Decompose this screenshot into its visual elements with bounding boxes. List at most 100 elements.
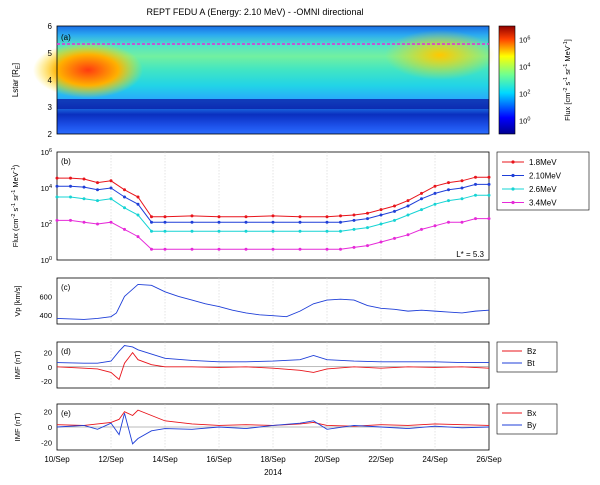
y-tick-label: 2 (48, 130, 53, 139)
series-point (271, 229, 275, 233)
series-point (271, 220, 275, 224)
series-point (487, 182, 491, 186)
series-point (150, 215, 153, 219)
legend-marker (511, 160, 515, 164)
legend-label: Bt (527, 359, 535, 368)
series-point (366, 244, 369, 248)
series-point (339, 229, 342, 233)
legend-marker (511, 173, 515, 178)
series-point (69, 184, 72, 188)
panel-d-series (56, 345, 490, 381)
panel-a: (a) 2 3 4 5 6 Lstar [RE] 100 102 104 106 Flux [… (11, 22, 572, 139)
panel-d-legend: Bz Bt (496, 341, 558, 373)
y-tick-label: 400 (39, 311, 52, 320)
series-point (339, 247, 342, 251)
panel-d-yticks: -20 0 20 (41, 349, 52, 386)
legend-box (496, 403, 558, 435)
x-tick-label: 20/Sep (314, 455, 340, 464)
series-point (163, 215, 167, 219)
series-point (420, 197, 423, 201)
series-point (136, 195, 140, 199)
legend-label: Bz (527, 347, 536, 356)
series-point (420, 191, 423, 195)
series-point (352, 213, 356, 217)
series-point (325, 229, 329, 233)
x-tick-label: 24/Sep (422, 455, 448, 464)
series-point (352, 218, 356, 222)
series-point (109, 197, 113, 201)
series-point (55, 218, 59, 222)
series-point (244, 220, 248, 224)
series-point (433, 184, 437, 188)
series-point (474, 175, 477, 179)
colorbar (498, 25, 516, 135)
panel-b-legend: 1.8MeV 2.10MeV 2.6MeV 3.4MeV (496, 151, 590, 211)
figure-title: REPT FEDU A (Energy: 2.10 MeV) - -OMNI d… (147, 7, 364, 17)
legend-label: 2.6MeV (529, 185, 557, 194)
series-point (379, 222, 383, 226)
y-tick-label: 3 (48, 103, 53, 112)
heatmap-hot-region-left (33, 42, 143, 98)
series-point (109, 220, 113, 224)
series-point (460, 179, 464, 183)
panel-b-annotation: L* = 5.3 (456, 250, 484, 259)
panel-b-series (55, 175, 491, 251)
panel-e-legend: Bx By (496, 403, 558, 435)
series-point (393, 204, 396, 208)
series-point (420, 208, 423, 212)
series-point (366, 226, 369, 230)
series-point (136, 202, 140, 206)
legend-label: 3.4MeV (529, 199, 557, 208)
series-point (271, 247, 275, 251)
series-point (406, 204, 410, 208)
series-point (82, 177, 86, 181)
series-point (474, 217, 477, 221)
series-point (190, 247, 194, 251)
series-point (217, 220, 221, 224)
series-point (325, 220, 329, 224)
series-point (406, 199, 410, 203)
series-point (447, 220, 450, 224)
y-tick-label: -20 (41, 438, 52, 447)
series-point (433, 224, 437, 228)
series-point (96, 199, 99, 203)
x-axis-ticks: 10/Sep 12/Sep 14/Sep 16/Sep 18/Sep 20/Sep 22/S… (44, 455, 502, 464)
series-point (487, 175, 491, 179)
heatmap-slot-band (57, 99, 489, 109)
x-tick-label: 14/Sep (152, 455, 178, 464)
x-tick-label: 26/Sep (476, 455, 502, 464)
series-point (298, 229, 302, 233)
colorbar-label: Flux [cm-2 s-1 sr-1 MeV-1] (563, 39, 572, 121)
x-tick-label: 16/Sep (206, 455, 232, 464)
series-point (136, 213, 140, 217)
series-point (325, 215, 329, 219)
series-point (150, 220, 153, 224)
series-point (325, 247, 329, 251)
y-tick-label: 20 (44, 349, 52, 358)
series-point (366, 211, 369, 215)
panel-label-a: (a) (61, 33, 71, 42)
legend-label: 1.8MeV (529, 158, 557, 167)
series-point (82, 197, 86, 201)
series-point (420, 227, 423, 231)
series-line (56, 345, 489, 364)
y-tick-label: 0 (48, 363, 52, 372)
panel-b-yticks: 100 102 104 106 (41, 148, 52, 265)
series-point (244, 247, 248, 251)
panel-label-b: (b) (61, 157, 71, 166)
series-point (460, 220, 464, 224)
panel-c-ylabel: Vp [km/s] (13, 285, 22, 316)
y-tick-label: 0 (48, 423, 52, 432)
series-point (190, 214, 194, 218)
series-point (298, 220, 302, 224)
series-point (123, 206, 126, 210)
series-point (163, 247, 167, 251)
series-point (96, 188, 99, 192)
series-point (393, 209, 396, 213)
colorbar-tick-label: 102 (519, 90, 530, 99)
series-point (406, 233, 410, 237)
series-point (69, 218, 72, 222)
x-tick-label: 10/Sep (44, 455, 70, 464)
y-tick-label: 102 (41, 220, 52, 229)
panel-b-ylabel: Flux (cm-2 s-1 sr-1 MeV-1) (11, 164, 20, 247)
